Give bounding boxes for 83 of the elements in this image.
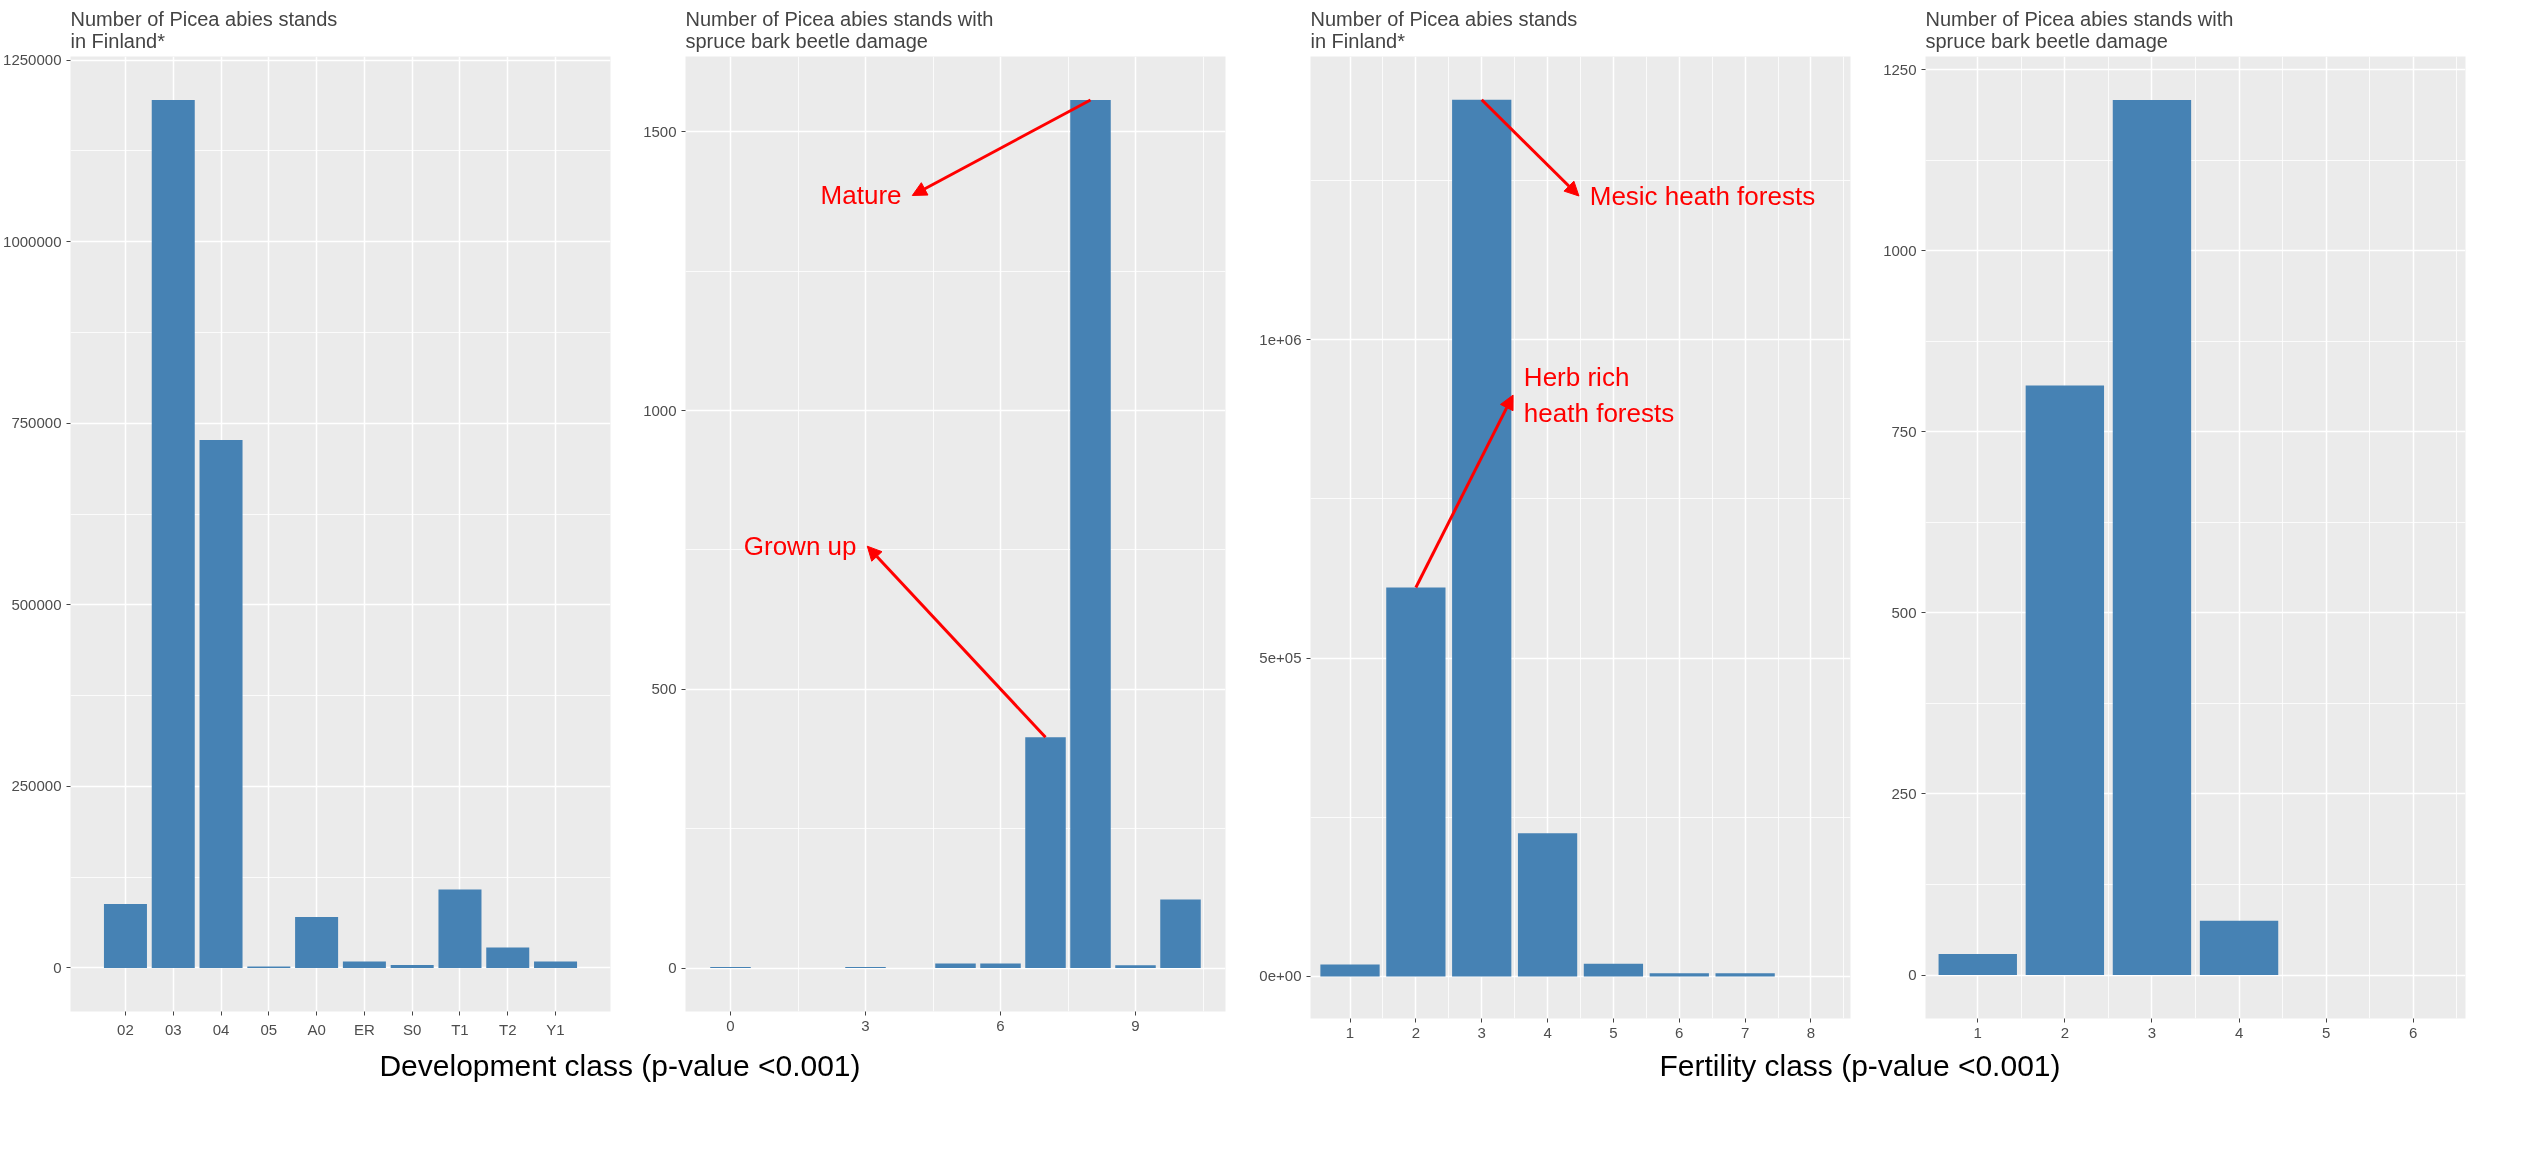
x-tick-label: T2 (499, 1020, 517, 1038)
bar (438, 889, 482, 968)
x-tick-label: S0 (403, 1020, 422, 1038)
y-tick-label: 1e+06 (1259, 330, 1302, 348)
bar (2112, 99, 2192, 976)
x-tick-label: 04 (212, 1020, 230, 1038)
y-tick-label: 1500 (643, 122, 677, 140)
x-tick-label: 6 (2409, 1023, 2418, 1041)
annotation: Grown up (743, 531, 857, 562)
x-tick-label: 3 (2147, 1023, 2157, 1041)
x-tick-label: 6 (1675, 1023, 1684, 1041)
x-tick-label: 7 (1740, 1023, 1750, 1041)
bar (1320, 964, 1380, 977)
chart-title: Number of Picea abies stands in Finland* (1310, 7, 1578, 52)
x-tick-label: T1 (451, 1020, 469, 1038)
y-tick-label: 750000 (11, 414, 62, 432)
y-tick-label: 250000 (11, 777, 62, 795)
y-tick-label: 750 (1891, 422, 1917, 440)
y-tick-label: 1000 (643, 401, 677, 419)
x-tick-label: 05 (260, 1020, 278, 1038)
x-tick-label: 5 (2321, 1023, 2331, 1041)
bar (151, 100, 195, 968)
bar (390, 965, 434, 968)
x-tick-label: 0 (726, 1016, 735, 1034)
x-tick-label: 1 (1345, 1023, 1355, 1041)
x-tick-label: 6 (996, 1016, 1005, 1034)
text: Development class (p-value <0.001) (379, 1048, 861, 1084)
x-tick-label: 2 (2060, 1023, 2070, 1041)
y-tick-label: 5e+05 (1259, 649, 1302, 667)
y-tick-label: 500000 (11, 595, 62, 613)
y-tick-label: 500 (651, 680, 677, 698)
x-tick-label: Y1 (546, 1020, 565, 1038)
bar (980, 963, 1021, 969)
chart-title: Number of Picea abies stands with spruce bark beetle damage (685, 7, 994, 52)
x-tick-label: 02 (117, 1020, 134, 1038)
x-tick-label: 4 (1543, 1023, 1552, 1041)
y-tick-label: 1250000 (3, 51, 62, 69)
bar (935, 963, 976, 969)
x-tick-label: 2 (1411, 1023, 1421, 1041)
text: Fertility class (p-value <0.001) (1659, 1048, 2061, 1084)
bar (2025, 385, 2105, 976)
chart-title: Number of Picea abies stands in Finland* (70, 7, 338, 52)
annotation: Mesic heath forests (1589, 180, 1816, 211)
bar (1025, 737, 1066, 969)
bar (1649, 973, 1709, 977)
x-tick-label: ER (353, 1020, 375, 1038)
bar (342, 961, 386, 968)
y-tick-label: 500 (1891, 603, 1917, 621)
bar (103, 904, 147, 968)
bar (1583, 963, 1644, 977)
x-tick-label: A0 (307, 1020, 326, 1038)
x-tick-label: 9 (1131, 1016, 1140, 1034)
x-tick-label: 1 (1973, 1023, 1982, 1041)
y-tick-label: 250 (1891, 784, 1917, 802)
x-tick-label: 03 (164, 1020, 182, 1038)
bar (1517, 833, 1578, 977)
y-tick-label: 1000000 (3, 232, 62, 250)
bar (1715, 973, 1775, 977)
bar (1386, 587, 1446, 977)
bar (486, 947, 530, 968)
x-tick-label: 8 (1806, 1023, 1816, 1041)
chart-title: Number of Picea abies stands with spruce bark beetle damage (1925, 7, 2234, 52)
y-tick-label: 1250 (1883, 60, 1917, 78)
y-tick-label: 1000 (1883, 241, 1917, 259)
bar (1452, 99, 1512, 977)
y-tick-label: 0e+00 (1259, 967, 1302, 985)
bar (295, 917, 339, 968)
annotation: Herb rich heath forests (1523, 362, 1675, 429)
annotation: Mature (820, 180, 902, 211)
x-tick-label: 4 (2234, 1023, 2244, 1041)
x-tick-label: 3 (1477, 1023, 1486, 1041)
bar (2199, 920, 2279, 976)
x-tick-label: 5 (1609, 1023, 1618, 1041)
bar (1115, 965, 1156, 969)
bar (199, 439, 243, 968)
bar (1938, 954, 2017, 976)
y-tick-label: 0 (668, 959, 677, 977)
x-tick-label: 3 (861, 1016, 870, 1034)
bar (1160, 899, 1201, 969)
y-tick-label: 0 (1908, 966, 1917, 984)
bar (534, 961, 578, 968)
y-tick-label: 0 (53, 958, 62, 976)
bar (1070, 99, 1111, 969)
